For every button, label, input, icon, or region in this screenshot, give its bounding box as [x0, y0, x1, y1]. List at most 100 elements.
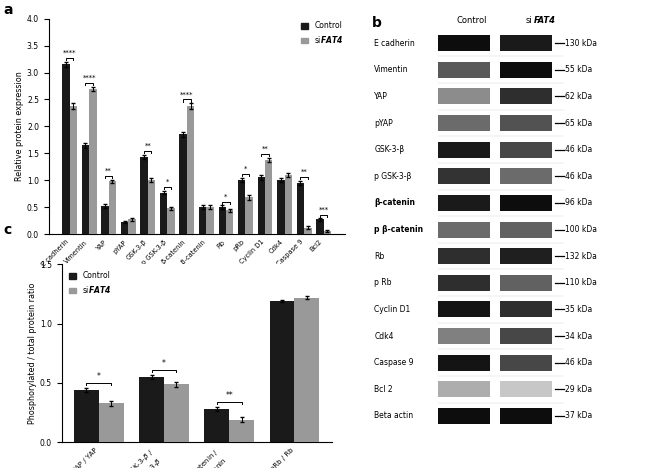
Text: p Rb: p Rb: [374, 278, 392, 287]
Text: Cyclin D1: Cyclin D1: [374, 305, 411, 314]
Text: **: **: [301, 169, 307, 175]
Bar: [70, 106, 77, 234]
Bar: [294, 298, 319, 442]
Bar: [226, 210, 233, 234]
Bar: [218, 207, 226, 234]
Text: ****: ****: [83, 74, 96, 80]
Y-axis label: Phosphorylated / total protein ratio: Phosphorylated / total protein ratio: [28, 283, 37, 424]
Text: ***: ***: [318, 206, 329, 212]
FancyBboxPatch shape: [438, 142, 489, 158]
FancyBboxPatch shape: [438, 381, 489, 397]
Text: c: c: [3, 223, 12, 237]
FancyBboxPatch shape: [500, 301, 552, 317]
Bar: [128, 219, 136, 234]
Bar: [148, 180, 155, 234]
FancyBboxPatch shape: [500, 275, 552, 291]
FancyBboxPatch shape: [438, 195, 489, 211]
FancyBboxPatch shape: [500, 168, 552, 184]
Text: 46 kDa: 46 kDa: [565, 358, 592, 367]
Text: Control: Control: [457, 16, 488, 25]
Text: FAT4: FAT4: [534, 16, 556, 25]
Bar: [296, 183, 304, 234]
Text: **: **: [262, 146, 268, 152]
Bar: [324, 231, 331, 234]
Text: *: *: [162, 358, 166, 367]
Bar: [199, 207, 207, 234]
FancyBboxPatch shape: [438, 35, 489, 51]
Text: p GSK-3-β: p GSK-3-β: [374, 172, 411, 181]
Text: E cadherin: E cadherin: [374, 38, 415, 48]
Text: ****: ****: [63, 50, 76, 56]
Bar: [207, 207, 214, 234]
Text: *: *: [224, 194, 227, 199]
Text: 132 kDa: 132 kDa: [565, 252, 597, 261]
Bar: [277, 180, 285, 234]
FancyBboxPatch shape: [500, 381, 552, 397]
Text: si: si: [525, 16, 532, 25]
FancyBboxPatch shape: [438, 408, 489, 424]
Bar: [179, 134, 187, 234]
Text: p β-catenin: p β-catenin: [374, 225, 424, 234]
Bar: [62, 65, 70, 234]
Bar: [167, 208, 175, 234]
Bar: [109, 181, 116, 234]
Bar: [101, 206, 109, 234]
Text: a: a: [3, 3, 13, 17]
Bar: [229, 420, 254, 442]
Bar: [89, 89, 97, 234]
FancyBboxPatch shape: [438, 221, 489, 238]
Text: 46 kDa: 46 kDa: [565, 145, 592, 154]
Text: 130 kDa: 130 kDa: [565, 38, 597, 48]
Bar: [285, 175, 292, 234]
Text: *: *: [166, 179, 169, 185]
Bar: [265, 160, 272, 234]
Bar: [304, 227, 311, 234]
Text: 100 kDa: 100 kDa: [565, 225, 597, 234]
FancyBboxPatch shape: [500, 142, 552, 158]
FancyBboxPatch shape: [438, 62, 489, 78]
Text: Bcl 2: Bcl 2: [374, 385, 393, 394]
Bar: [164, 384, 188, 442]
Text: *: *: [244, 166, 247, 172]
Text: Caspase 9: Caspase 9: [374, 358, 414, 367]
Text: 46 kDa: 46 kDa: [565, 172, 592, 181]
FancyBboxPatch shape: [500, 62, 552, 78]
FancyBboxPatch shape: [438, 275, 489, 291]
FancyBboxPatch shape: [438, 88, 489, 104]
Text: **: **: [105, 168, 112, 174]
FancyBboxPatch shape: [438, 328, 489, 344]
Text: 65 kDa: 65 kDa: [565, 118, 592, 127]
Text: GSK-3-β: GSK-3-β: [374, 145, 404, 154]
Bar: [99, 403, 124, 442]
Bar: [121, 222, 128, 234]
Text: 35 kDa: 35 kDa: [565, 305, 592, 314]
Text: **: **: [226, 391, 233, 400]
Text: β-catenin: β-catenin: [374, 198, 415, 207]
Text: 62 kDa: 62 kDa: [565, 92, 592, 101]
Bar: [257, 177, 265, 234]
Text: 55 kDa: 55 kDa: [565, 65, 592, 74]
FancyBboxPatch shape: [438, 301, 489, 317]
Text: 29 kDa: 29 kDa: [565, 385, 592, 394]
FancyBboxPatch shape: [438, 168, 489, 184]
FancyBboxPatch shape: [438, 355, 489, 371]
FancyBboxPatch shape: [500, 248, 552, 264]
FancyBboxPatch shape: [438, 115, 489, 131]
Bar: [139, 377, 164, 442]
Text: **: **: [144, 143, 151, 149]
Bar: [74, 390, 99, 442]
Text: 37 kDa: 37 kDa: [565, 411, 592, 420]
FancyBboxPatch shape: [438, 248, 489, 264]
FancyBboxPatch shape: [500, 355, 552, 371]
FancyBboxPatch shape: [500, 221, 552, 238]
Text: Beta actin: Beta actin: [374, 411, 413, 420]
Bar: [238, 180, 246, 234]
Bar: [270, 301, 294, 442]
Bar: [246, 197, 253, 234]
Bar: [82, 145, 89, 234]
FancyBboxPatch shape: [500, 408, 552, 424]
Text: Cdk4: Cdk4: [374, 331, 394, 341]
FancyBboxPatch shape: [500, 115, 552, 131]
Bar: [187, 106, 194, 234]
Legend: Control, si$\bfit{FAT4}$: Control, si$\bfit{FAT4}$: [298, 18, 346, 48]
